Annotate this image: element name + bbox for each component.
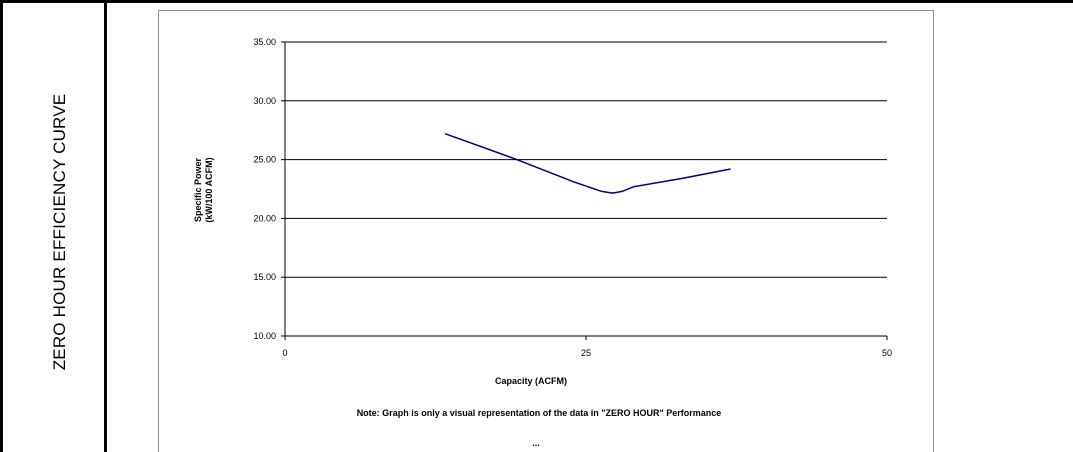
- y-tick-labels: 10.00 15.00 20.00 25.00 30.00 35.00: [253, 37, 276, 341]
- y-tick-label: 10.00: [253, 331, 276, 341]
- table-column-divider: [104, 0, 107, 452]
- chart-note: Note: Graph is only a visual representat…: [357, 408, 722, 418]
- x-tick-labels: 0 25 50: [282, 336, 892, 358]
- chart-area: [158, 10, 934, 452]
- y-tick-label: 15.00: [253, 272, 276, 282]
- series-line: [444, 132, 731, 194]
- grid-layer: [281, 41, 887, 337]
- x-tick-label: 0: [282, 348, 287, 358]
- footer-mark: ...: [532, 438, 540, 448]
- y-tick-label: 30.00: [253, 96, 276, 106]
- y-axis-title-line1: Specific Power: [193, 157, 203, 222]
- y-axis-title-line2: (kW/100 ACFM): [204, 157, 214, 222]
- x-tick-label: 50: [882, 348, 892, 358]
- table-left-border: [0, 0, 3, 452]
- y-tick-label: 25.00: [253, 155, 276, 165]
- y-tick-label: 35.00: [253, 37, 276, 47]
- x-tick-label: 25: [581, 348, 591, 358]
- x-axis-title: Capacity (ACFM): [495, 376, 567, 386]
- table-top-border: [0, 0, 1073, 3]
- y-tick-label: 20.00: [253, 213, 276, 223]
